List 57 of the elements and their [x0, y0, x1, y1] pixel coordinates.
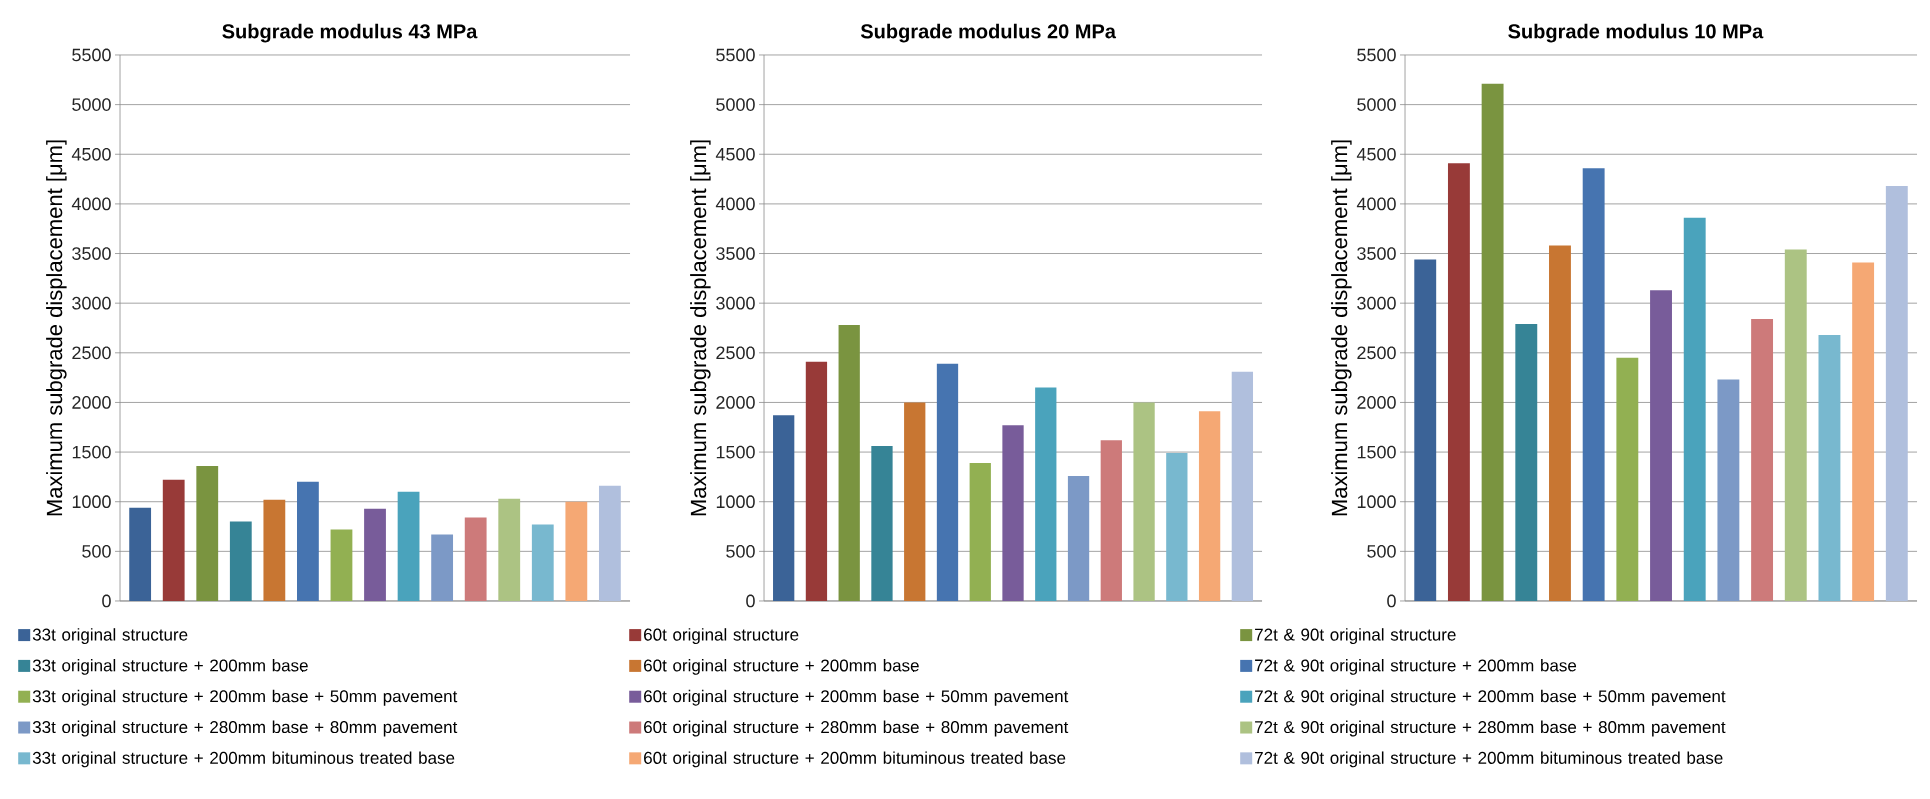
y-tick-label: 5000 — [72, 98, 111, 111]
legend-label: 33t original structure + 200mm base — [32, 659, 308, 675]
y-axis-title: Maximum subgrade displacement [μm] — [46, 140, 67, 516]
y-tick-label: 3000 — [716, 296, 755, 310]
y-axis-title: Maximum subgrade displacement [μm] — [1331, 140, 1352, 516]
y-tick-label: 4000 — [1356, 197, 1396, 211]
y-tick-label: 1000 — [72, 495, 111, 509]
y-tick-label: 4000 — [71, 197, 111, 211]
legend-label: 72t & 90t original structure + 200mm base + 50mm pavement — [1255, 689, 1726, 706]
legend-label: 72t & 90t original structure — [1255, 628, 1456, 645]
legend-label: 60t original structure — [644, 628, 799, 645]
y-tick-label: 3500 — [72, 247, 111, 260]
legend-label: 72t & 90t original structure + 200mm base — [1255, 659, 1577, 675]
y-tick-label: 0 — [746, 594, 755, 608]
y-tick-label: 0 — [102, 594, 111, 608]
chart-title: Subgrade modulus 10 MPa — [1508, 23, 1764, 43]
y-tick-label: 500 — [726, 544, 755, 558]
y-tick-label: 1000 — [1357, 495, 1396, 509]
y-tick-label: 2000 — [716, 396, 755, 409]
y-tick-label: 5500 — [72, 48, 111, 62]
y-tick-label: 0 — [1387, 594, 1396, 608]
legend-label: 33t original structure + 200mm bituminous treated base — [32, 751, 455, 768]
legend-label: 60t original structure + 280mm base + 80mm pavement — [644, 720, 1069, 737]
y-tick-label: 2500 — [72, 346, 111, 360]
y-tick-label: 5000 — [716, 98, 755, 111]
y-tick-label: 3000 — [1357, 296, 1396, 310]
y-tick-label: 2500 — [1357, 346, 1396, 360]
y-tick-label: 5000 — [1357, 98, 1396, 111]
legend-label: 33t original structure + 280mm base + 80mm pavement — [32, 720, 458, 737]
y-tick-label: 4500 — [71, 147, 111, 161]
y-tick-label: 1000 — [716, 495, 755, 509]
y-tick-label: 1500 — [72, 445, 111, 459]
chart-title: Subgrade modulus 43 MPa — [222, 23, 478, 43]
y-tick-label: 2000 — [1357, 396, 1396, 409]
y-tick-label: 4500 — [1356, 147, 1396, 161]
y-tick-label: 3500 — [716, 247, 755, 260]
y-tick-label: 5500 — [1357, 48, 1396, 62]
legend-label: 60t original structure + 200mm bituminous treated base — [644, 751, 1066, 768]
legend-label: 33t original structure + 200mm base + 50mm pavement — [32, 689, 458, 706]
y-tick-label: 3500 — [1357, 247, 1396, 260]
y-tick-label: 4000 — [715, 197, 755, 211]
y-tick-label: 500 — [1367, 544, 1396, 558]
y-tick-label: 3000 — [72, 296, 111, 310]
y-tick-label: 2500 — [716, 346, 755, 360]
legend-label: 60t original structure + 200mm base — [644, 659, 919, 675]
legend-label: 33t original structure — [32, 628, 188, 645]
y-tick-label: 5500 — [716, 48, 755, 62]
legend-label: 72t & 90t original structure + 280mm base + 80mm pavement — [1255, 720, 1726, 737]
y-tick-label: 2000 — [72, 396, 111, 409]
chart-title: Subgrade modulus 20 MPa — [860, 23, 1117, 43]
y-tick-label: 1500 — [716, 445, 755, 459]
y-tick-label: 500 — [82, 544, 111, 558]
legend-label: 72t & 90t original structure + 200mm bituminous treated base — [1255, 751, 1723, 768]
y-axis-title: Maximum subgrade displacement [μm] — [690, 140, 711, 516]
y-tick-label: 1500 — [1357, 445, 1396, 459]
y-tick-label: 4500 — [715, 147, 755, 161]
legend-label: 60t original structure + 200mm base + 50mm pavement — [644, 689, 1069, 706]
